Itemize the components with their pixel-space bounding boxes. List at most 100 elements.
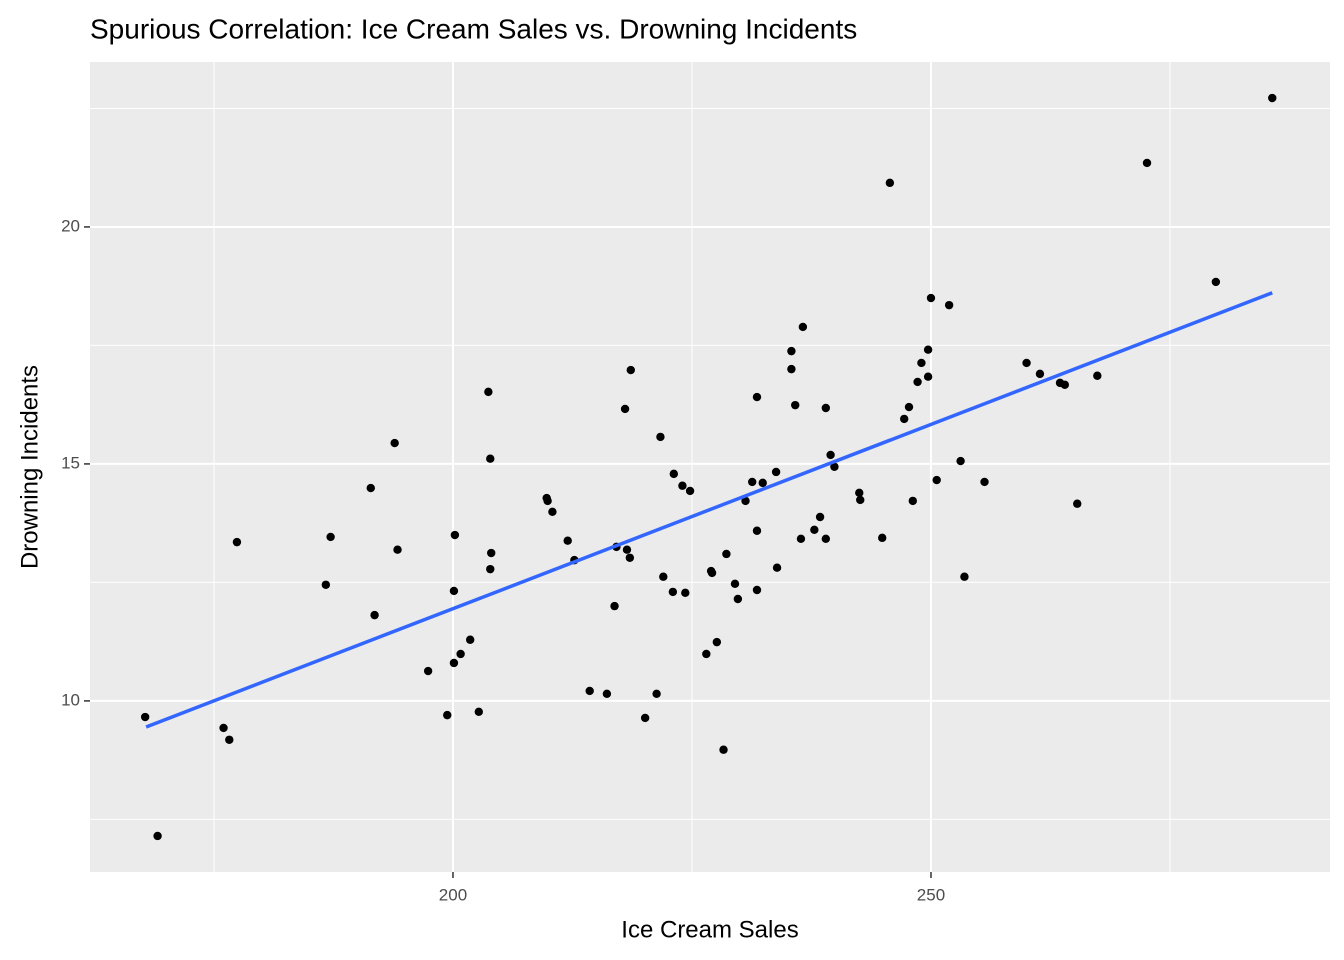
point [225,735,234,744]
point [625,553,635,562]
point [486,564,495,574]
point [585,686,594,696]
point [1142,158,1152,168]
point [370,610,379,620]
point [923,345,933,354]
point [791,400,800,410]
point [772,563,782,572]
point [917,358,926,368]
point [423,666,433,676]
point [1211,277,1221,287]
point [752,526,762,535]
point [1268,93,1277,103]
x-axis-label: Ice Cream Sales [621,916,798,943]
point [602,689,612,698]
point [668,587,678,597]
point [733,594,743,604]
point [960,572,969,581]
point [810,525,819,534]
point [659,572,668,581]
point [656,432,665,442]
point [826,450,835,460]
point [730,579,740,589]
point [830,462,839,471]
point [821,403,831,413]
point [1093,371,1102,380]
point [878,533,887,543]
point [980,477,989,487]
plot-background [90,62,1330,872]
y-tick-label: 20 [61,216,80,235]
point [321,580,331,589]
point [486,454,495,463]
y-tick-label: 10 [61,690,80,709]
point [798,322,808,332]
point [821,534,831,544]
point [752,392,762,402]
point [771,467,781,477]
point [932,475,941,485]
point [622,545,632,554]
point [1060,380,1070,389]
point [487,548,496,558]
point [456,649,465,659]
point [1073,499,1082,508]
point [923,372,933,381]
point [543,496,552,506]
point [326,532,335,542]
point [681,588,690,598]
point [390,438,399,448]
point [719,745,728,754]
point [904,402,914,412]
point [926,293,936,303]
point [944,300,954,310]
point [956,456,965,466]
point [219,723,228,733]
point [722,549,731,559]
point [548,507,557,516]
point [796,534,806,544]
point [1035,369,1045,379]
point [450,530,460,540]
point [758,478,767,488]
point [752,585,762,595]
y-axis-label: Drowning Incidents [16,365,43,569]
point [707,568,717,578]
point [620,404,630,414]
point [393,545,402,554]
point [815,512,825,522]
point [366,483,375,493]
point [640,713,650,723]
point [652,689,661,698]
point [669,469,679,479]
point [465,635,475,644]
y-tick-label: 15 [61,453,80,472]
x-tick-label: 250 [917,885,945,904]
point [140,712,150,722]
point [900,414,909,424]
point [748,477,757,487]
point [626,365,635,375]
point [474,707,483,717]
point [913,377,922,387]
point [787,346,796,356]
point [484,387,493,397]
point [856,495,865,505]
point [787,364,796,374]
point [1022,358,1031,368]
point [232,537,242,547]
point [153,831,162,841]
point [443,710,452,720]
point [855,488,864,498]
x-tick-label: 200 [439,885,467,904]
point [908,496,918,506]
point [885,178,895,188]
point [702,649,711,659]
point [685,486,695,496]
trend-line [145,291,1273,729]
point [712,637,722,647]
point [741,496,750,506]
point [449,586,459,596]
point [563,536,572,545]
